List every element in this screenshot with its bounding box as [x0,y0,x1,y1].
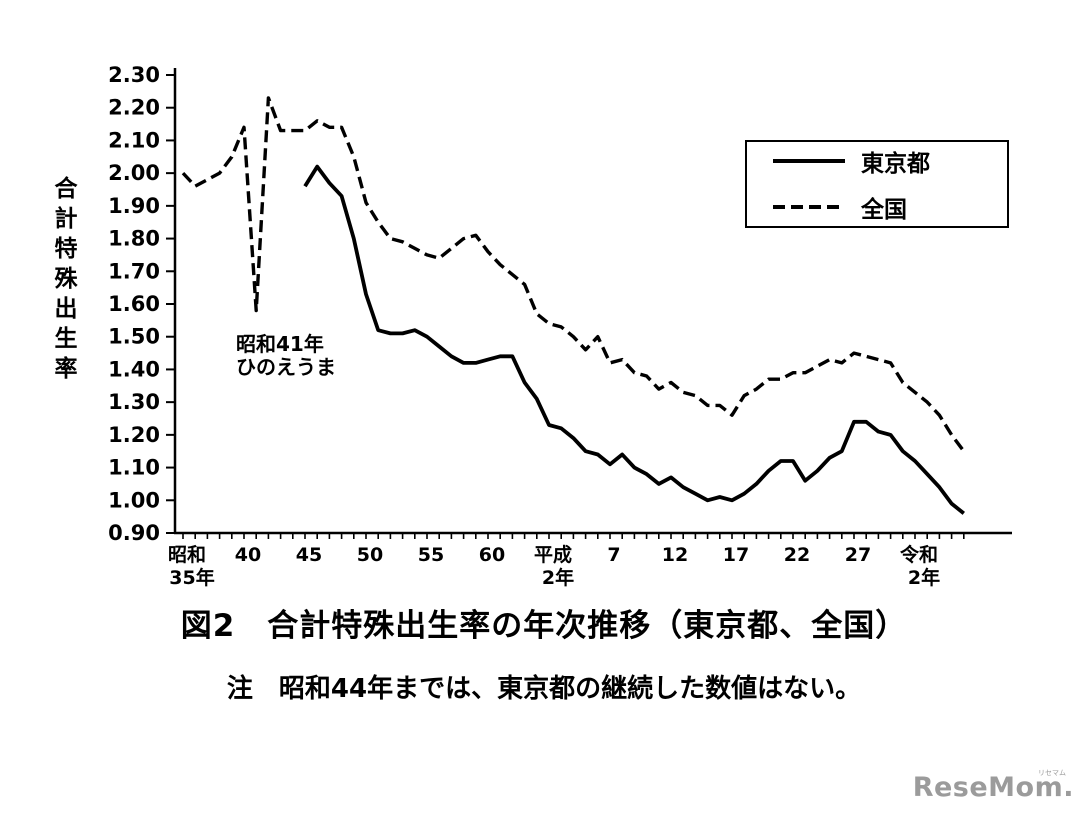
y-tick-label: 1.90 [108,194,160,218]
figure-note: 注 昭和44年までは、東京都の継続した数値はない。 [226,674,862,704]
y-tick-label: 2.30 [108,63,160,87]
x-tick-label: 昭和 [168,543,206,566]
y-tick-label: 1.60 [108,292,160,316]
x-tick-label: 12 [662,544,688,566]
watermark-dot: . [1063,772,1074,803]
legend-label-national: 全国 [861,197,907,223]
x-tick-label: 27 [845,544,871,566]
y-tick-label: 1.00 [108,488,160,512]
x-tick-label: 45 [296,544,322,566]
resemom-watermark: ReseMom. リセマム [912,769,1074,803]
y-tick-label: 2.10 [108,128,160,152]
legend-label-tokyo: 東京都 [861,151,930,177]
y-tick-label: 0.90 [108,521,160,545]
y-tick-label: 1.20 [108,423,160,447]
dashed-line-icon [773,205,845,209]
y-tick-label: 1.70 [108,259,160,283]
x-tick-label-line2: 2年 [908,566,940,589]
y-tick-label: 1.10 [108,456,160,480]
x-tick-label: 55 [418,544,444,566]
annotation-line1: 昭和41年 [236,332,324,356]
solid-line-icon [773,159,845,163]
x-tick-label: 令和 [900,543,938,566]
x-tick-label-line2: 2年 [542,566,574,589]
y-tick-label: 1.40 [108,357,160,381]
x-tick-label: 22 [784,544,810,566]
legend-item-national: 全国 [771,190,1007,224]
y-tick-label: 2.20 [108,96,160,120]
x-tick-label: 17 [723,544,749,566]
y-tick-label: 1.50 [108,325,160,349]
y-axis-title: 合計特殊出生率 [50,176,76,386]
hinoeuma-annotation: 昭和41年 ひのえうま [236,333,336,379]
x-tick-label: 平成 [534,543,572,566]
figure-title: 図2 合計特殊出生率の年次推移（東京都、全国） [180,608,908,644]
y-tick-label: 2.00 [108,161,160,185]
y-tick-label: 1.30 [108,390,160,414]
x-tick-label: 7 [607,544,620,566]
annotation-line2: ひのえうま [236,355,336,379]
x-tick-label: 40 [235,544,261,566]
x-tick-label-line2: 35年 [169,566,214,589]
x-tick-label: 50 [357,544,383,566]
y-tick-label: 1.80 [108,227,160,251]
x-tick-label: 60 [479,544,505,566]
legend-item-tokyo: 東京都 [771,144,1007,178]
series-line-national [181,96,966,453]
watermark-text: ReseMom [912,772,1064,803]
series-line-tokyo [303,164,965,515]
fertility-rate-chart: 0.90 1.00 1.10 1.20 1.30 1.40 1.50 1.60 1.70 1.80… [108,63,1012,589]
watermark-ruby: リセマム [1038,769,1066,777]
legend: 東京都 全国 [745,140,1009,228]
